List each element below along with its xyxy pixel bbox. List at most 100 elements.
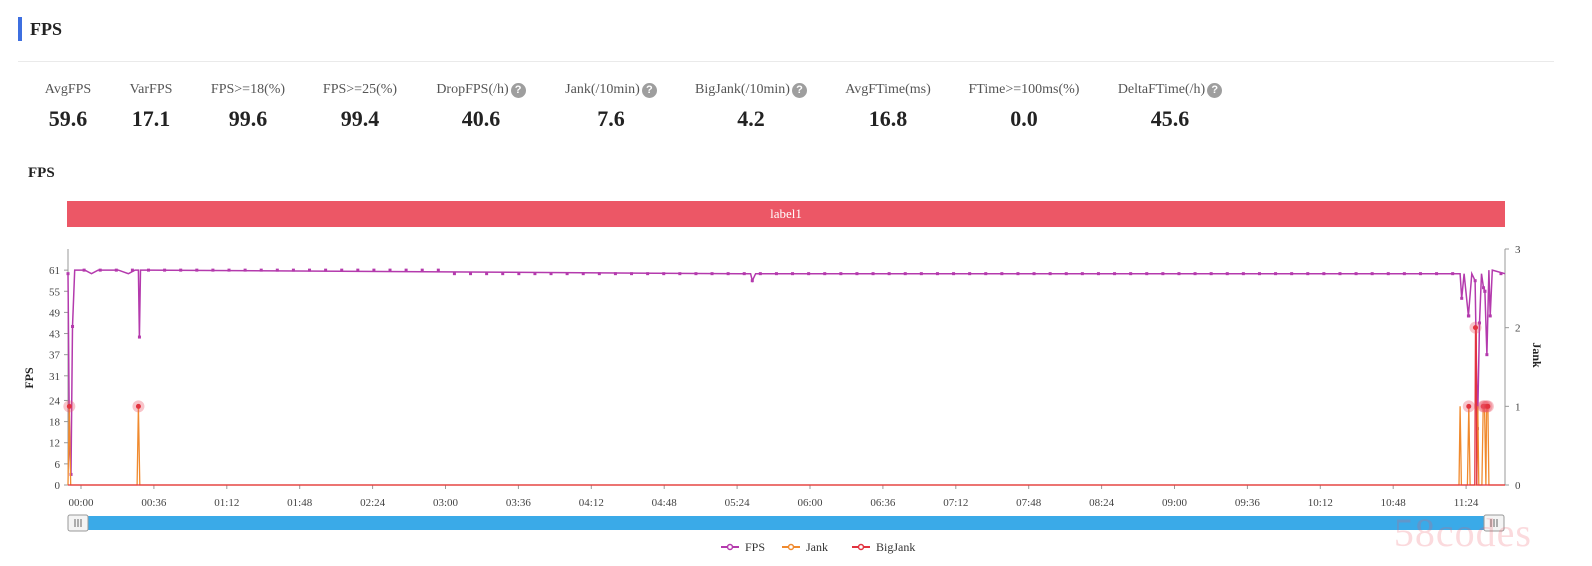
fps-point xyxy=(1322,272,1326,276)
y-tick-label: 49 xyxy=(49,307,61,319)
fps-point xyxy=(581,272,585,276)
metric-label: FPS>=18(%) xyxy=(168,80,328,100)
fps-point xyxy=(71,324,75,328)
fps-point xyxy=(1048,272,1052,276)
fps-point xyxy=(887,272,891,276)
fps-point xyxy=(630,272,634,276)
fps-point xyxy=(66,272,70,276)
legend-label[interactable]: BigJank xyxy=(876,540,915,554)
fps-point xyxy=(1370,272,1374,276)
fps-point xyxy=(1032,272,1036,276)
fps-point xyxy=(694,272,698,276)
fps-point xyxy=(871,272,875,276)
metric-value: 16.8 xyxy=(868,106,908,131)
fps-point xyxy=(1113,272,1117,276)
x-tick-label: 03:00 xyxy=(433,497,459,509)
metric-item: BigJank(/10min)? 4.2 xyxy=(671,80,831,132)
jank-marker xyxy=(1472,325,1478,331)
fps-point xyxy=(1354,272,1358,276)
zoom-slider-track[interactable] xyxy=(68,516,1504,530)
metric-value: 40.6 xyxy=(461,106,501,131)
fps-point xyxy=(1193,272,1197,276)
fps-point xyxy=(1460,296,1464,300)
fps-point xyxy=(485,272,489,276)
fps-point xyxy=(1177,272,1181,276)
fps-point xyxy=(1209,272,1213,276)
fps-point xyxy=(147,268,151,272)
metric-value: 59.6 xyxy=(48,106,88,131)
fps-point xyxy=(597,272,601,276)
fps-point xyxy=(324,268,328,272)
fps-point xyxy=(195,268,199,272)
legend-label[interactable]: Jank xyxy=(806,540,828,554)
fps-point xyxy=(1290,272,1294,276)
metric-value: 4.2 xyxy=(737,106,765,131)
y-tick-label: 24 xyxy=(49,395,61,407)
chart-title: FPS xyxy=(28,165,55,181)
fps-point xyxy=(646,272,650,276)
fps-point xyxy=(82,268,86,272)
fps-point xyxy=(1338,272,1342,276)
fps-point xyxy=(533,272,537,276)
fps-point xyxy=(742,272,746,276)
fps-point xyxy=(1473,279,1477,283)
section-title: FPS xyxy=(30,18,63,39)
y-tick-label: 37 xyxy=(49,350,61,362)
fps-point xyxy=(750,279,754,283)
help-icon[interactable]: ? xyxy=(510,82,526,98)
fps-point xyxy=(1145,272,1149,276)
fps-point xyxy=(137,335,141,339)
metric-label: VarFPS xyxy=(71,80,231,100)
legend-label[interactable]: FPS xyxy=(745,540,765,554)
fps-point xyxy=(903,272,907,276)
series-line-bigjank xyxy=(68,327,1505,486)
legend-swatch-dot xyxy=(787,543,795,551)
fps-point xyxy=(114,268,118,272)
metric-label-text: BigJank(/10min) xyxy=(695,82,790,97)
y-tick-label: 55 xyxy=(49,286,61,298)
metric-label-text: Jank(/10min) xyxy=(565,82,640,97)
y2-axis-title: Jank xyxy=(1530,342,1544,368)
fps-point xyxy=(774,272,778,276)
fps-point xyxy=(420,268,424,272)
x-tick-label: 07:12 xyxy=(943,497,968,509)
jank-marker xyxy=(1485,403,1491,409)
y-tick-label: 12 xyxy=(49,438,60,450)
metric-item: FTime>=100ms(%) 0.0 xyxy=(944,80,1104,132)
x-tick-label: 05:24 xyxy=(725,497,751,509)
fps-point xyxy=(855,272,859,276)
fps-point xyxy=(807,272,811,276)
metric-label: DropFPS(/h)? xyxy=(401,80,561,100)
fps-point xyxy=(919,272,923,276)
y-tick-label: 18 xyxy=(49,417,61,429)
help-icon[interactable]: ? xyxy=(641,82,657,98)
fps-point xyxy=(1483,289,1487,293)
help-icon[interactable]: ? xyxy=(791,82,807,98)
fps-point xyxy=(291,268,295,272)
fps-point xyxy=(549,272,553,276)
fps-point xyxy=(452,272,456,276)
fps-point xyxy=(356,268,360,272)
label-band[interactable]: label1 xyxy=(67,201,1505,227)
fps-point xyxy=(1096,272,1100,276)
x-tick-label: 03:36 xyxy=(506,497,532,509)
help-icon[interactable]: ? xyxy=(1207,82,1223,98)
fps-point xyxy=(1274,272,1278,276)
fps-point xyxy=(1402,272,1406,276)
metric-item: AvgFTime(ms) 16.8 xyxy=(808,80,968,132)
watermark-text: 58codes xyxy=(1393,510,1532,555)
fps-point xyxy=(758,272,762,276)
metric-item: FPS>=18(%) 99.6 xyxy=(168,80,328,132)
fps-point xyxy=(259,268,263,272)
metric-label-text: VarFPS xyxy=(129,82,173,97)
metric-value: 99.4 xyxy=(340,106,380,131)
metric-label-text: FPS>=25(%) xyxy=(322,82,398,97)
fps-point xyxy=(340,268,344,272)
fps-point xyxy=(1386,272,1390,276)
fps-point xyxy=(469,272,473,276)
metric-value: 17.1 xyxy=(131,106,171,131)
metric-item: VarFPS 17.1 xyxy=(71,80,231,132)
x-tick-label: 04:48 xyxy=(652,497,678,509)
y-tick-label: 61 xyxy=(49,265,60,277)
metric-label: BigJank(/10min)? xyxy=(671,80,831,100)
